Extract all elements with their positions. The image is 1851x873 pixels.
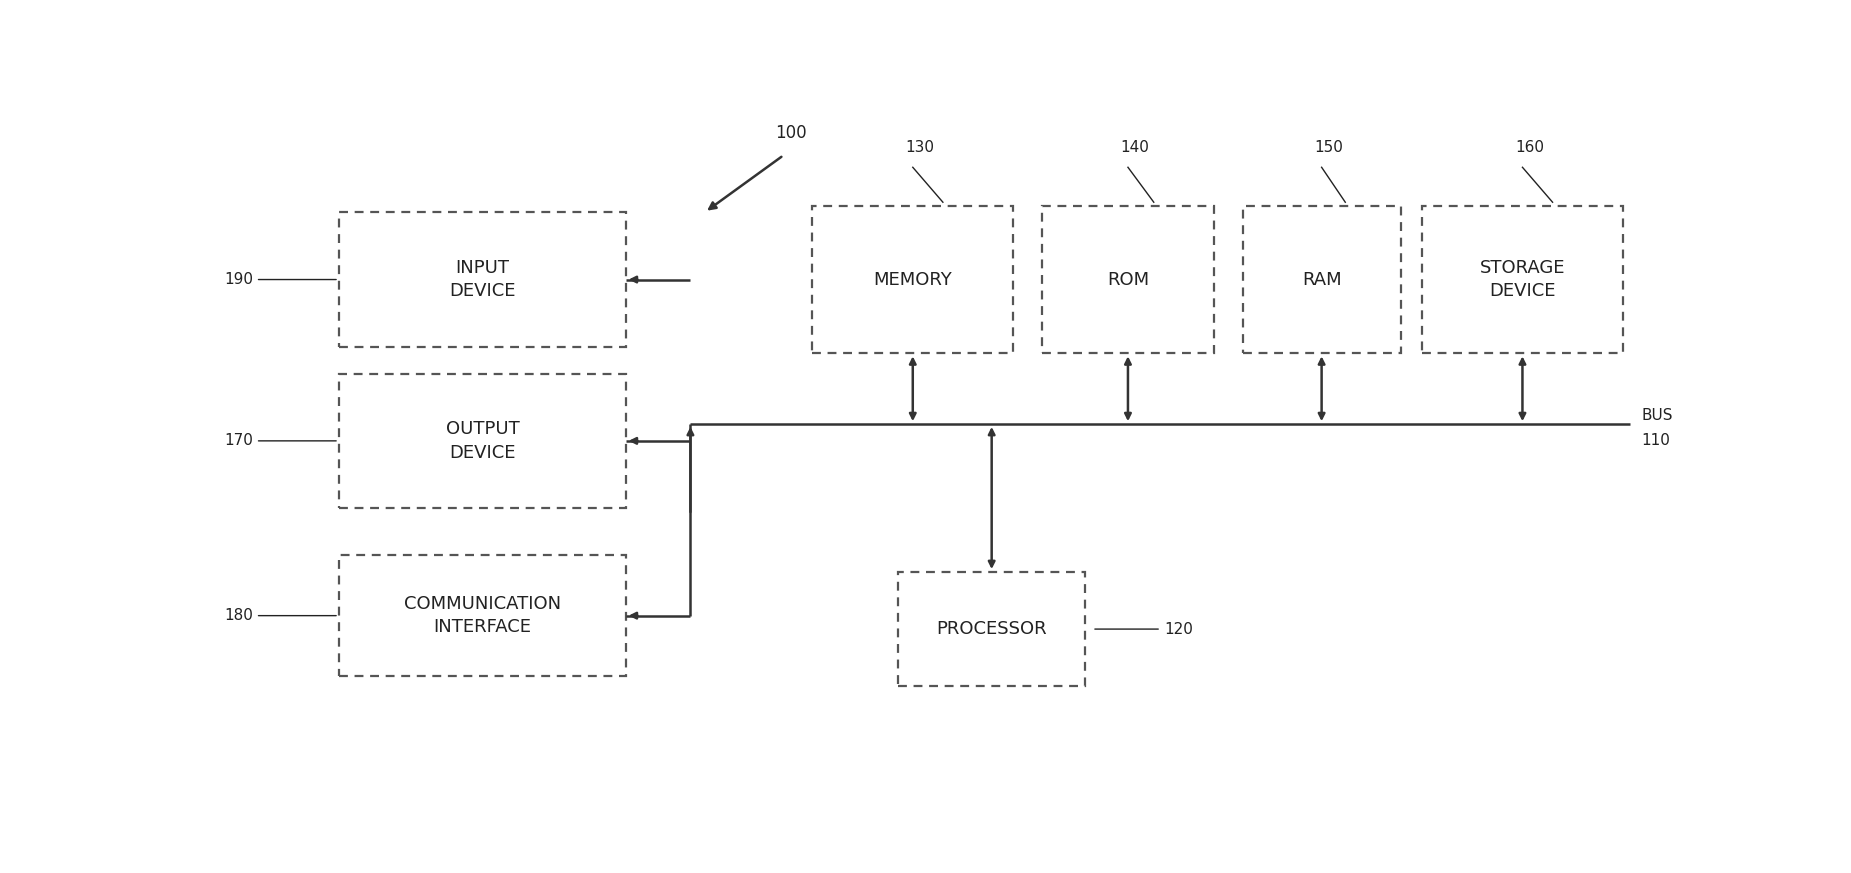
Text: BUS: BUS xyxy=(1642,409,1673,423)
Bar xyxy=(898,572,1085,686)
Text: 170: 170 xyxy=(224,433,337,449)
Bar xyxy=(339,555,626,676)
Text: 150: 150 xyxy=(1314,141,1344,155)
Text: 160: 160 xyxy=(1516,141,1544,155)
Text: 120: 120 xyxy=(1094,622,1192,636)
Text: PROCESSOR: PROCESSOR xyxy=(937,620,1048,638)
Text: 140: 140 xyxy=(1120,141,1149,155)
Bar xyxy=(1242,205,1401,354)
Text: 100: 100 xyxy=(776,124,807,141)
Text: MEMORY: MEMORY xyxy=(874,271,951,289)
Text: STORAGE
DEVICE: STORAGE DEVICE xyxy=(1479,258,1566,300)
Text: RAM: RAM xyxy=(1301,271,1342,289)
Bar xyxy=(1422,205,1623,354)
Text: INPUT
DEVICE: INPUT DEVICE xyxy=(450,258,516,300)
Text: ROM: ROM xyxy=(1107,271,1149,289)
Text: OUTPUT
DEVICE: OUTPUT DEVICE xyxy=(446,420,520,462)
Bar xyxy=(339,374,626,508)
Text: 110: 110 xyxy=(1642,433,1670,449)
Bar xyxy=(813,205,1012,354)
Text: 130: 130 xyxy=(905,141,935,155)
Text: 190: 190 xyxy=(224,272,337,287)
Text: COMMUNICATION
INTERFACE: COMMUNICATION INTERFACE xyxy=(404,595,561,636)
Bar xyxy=(1042,205,1214,354)
Bar xyxy=(339,212,626,347)
Text: 180: 180 xyxy=(224,608,337,623)
